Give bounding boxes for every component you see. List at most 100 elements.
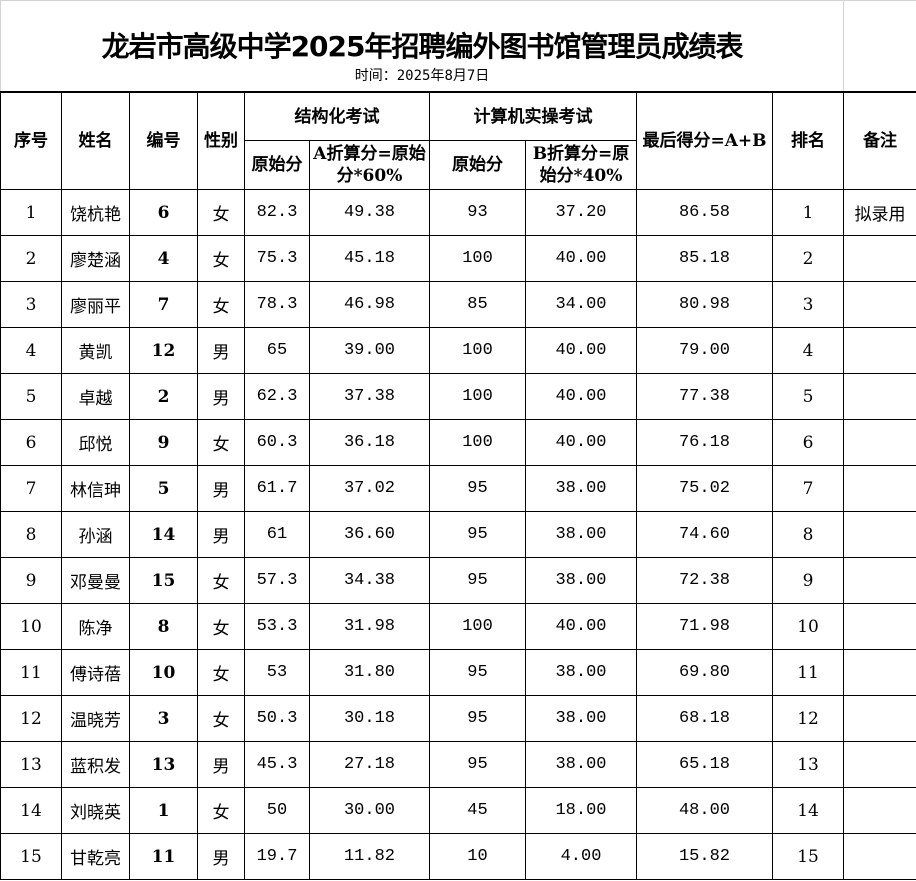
cell-final[interactable]: 71.98 bbox=[636, 603, 773, 650]
cell-gender[interactable]: 女 bbox=[197, 787, 245, 834]
cell-conv-b[interactable]: 38.00 bbox=[525, 465, 637, 512]
cell-conv-a[interactable]: 31.98 bbox=[309, 603, 430, 650]
cell-gender[interactable]: 男 bbox=[197, 741, 245, 788]
cell-rank[interactable]: 12 bbox=[771, 695, 845, 742]
cell-conv-a[interactable]: 45.18 bbox=[309, 235, 430, 282]
cell-id[interactable]: 1 bbox=[129, 787, 198, 834]
cell-conv-a[interactable]: 36.18 bbox=[309, 419, 430, 466]
cell-raw-a[interactable]: 53.3 bbox=[244, 603, 310, 650]
cell-final[interactable]: 15.82 bbox=[636, 833, 773, 880]
header-raw-b[interactable]: 原始分 bbox=[429, 140, 526, 190]
cell-conv-b[interactable]: 40.00 bbox=[525, 373, 637, 420]
cell-raw-a[interactable]: 19.7 bbox=[244, 833, 310, 880]
header-structured[interactable]: 结构化考试 bbox=[244, 91, 430, 141]
cell-final[interactable]: 48.00 bbox=[636, 787, 773, 834]
header-final[interactable]: 最后得分=A+B bbox=[636, 91, 773, 190]
cell-raw-b[interactable]: 85 bbox=[429, 281, 526, 328]
cell-gender[interactable]: 男 bbox=[197, 465, 245, 512]
cell-id[interactable]: 12 bbox=[129, 327, 198, 374]
cell-raw-a[interactable]: 53 bbox=[244, 649, 310, 696]
header-computer[interactable]: 计算机实操考试 bbox=[429, 91, 637, 141]
cell-gender[interactable]: 女 bbox=[197, 557, 245, 604]
cell-id[interactable]: 6 bbox=[129, 189, 198, 236]
cell-conv-a[interactable]: 49.38 bbox=[309, 189, 430, 236]
cell-conv-b[interactable]: 40.00 bbox=[525, 235, 637, 282]
cell-raw-b[interactable]: 100 bbox=[429, 327, 526, 374]
cell-raw-a[interactable]: 45.3 bbox=[244, 741, 310, 788]
cell-raw-b[interactable]: 10 bbox=[429, 833, 526, 880]
cell-seq[interactable]: 11 bbox=[0, 649, 62, 696]
cell-gender[interactable]: 女 bbox=[197, 281, 245, 328]
cell-note[interactable] bbox=[843, 695, 916, 742]
cell-final[interactable]: 85.18 bbox=[636, 235, 773, 282]
cell-note[interactable] bbox=[843, 511, 916, 558]
cell-seq[interactable]: 9 bbox=[0, 557, 62, 604]
cell-gender[interactable]: 女 bbox=[197, 603, 245, 650]
cell-rank[interactable]: 8 bbox=[771, 511, 845, 558]
cell-name[interactable]: 蓝积发 bbox=[61, 741, 130, 788]
cell-rank[interactable]: 14 bbox=[771, 787, 845, 834]
header-id[interactable]: 编号 bbox=[129, 91, 198, 190]
cell-name[interactable]: 黄凯 bbox=[61, 327, 130, 374]
cell-conv-a[interactable]: 30.18 bbox=[309, 695, 430, 742]
cell-final[interactable]: 65.18 bbox=[636, 741, 773, 788]
cell-name[interactable]: 邓曼曼 bbox=[61, 557, 130, 604]
cell-rank[interactable]: 4 bbox=[771, 327, 845, 374]
cell-raw-a[interactable]: 61.7 bbox=[244, 465, 310, 512]
cell-raw-a[interactable]: 62.3 bbox=[244, 373, 310, 420]
cell-id[interactable]: 10 bbox=[129, 649, 198, 696]
cell-final[interactable]: 72.38 bbox=[636, 557, 773, 604]
cell-raw-b[interactable]: 100 bbox=[429, 235, 526, 282]
cell-name[interactable]: 傅诗蓓 bbox=[61, 649, 130, 696]
cell-seq[interactable]: 8 bbox=[0, 511, 62, 558]
empty-cell[interactable] bbox=[843, 0, 916, 93]
header-conv-b[interactable]: B折算分=原始分*40% bbox=[525, 140, 637, 190]
cell-gender[interactable]: 男 bbox=[197, 373, 245, 420]
cell-final[interactable]: 77.38 bbox=[636, 373, 773, 420]
cell-raw-b[interactable]: 93 bbox=[429, 189, 526, 236]
cell-conv-b[interactable]: 37.20 bbox=[525, 189, 637, 236]
cell-conv-a[interactable]: 34.38 bbox=[309, 557, 430, 604]
cell-conv-a[interactable]: 30.00 bbox=[309, 787, 430, 834]
cell-raw-a[interactable]: 57.3 bbox=[244, 557, 310, 604]
cell-name[interactable]: 卓越 bbox=[61, 373, 130, 420]
cell-raw-b[interactable]: 100 bbox=[429, 373, 526, 420]
cell-raw-a[interactable]: 75.3 bbox=[244, 235, 310, 282]
cell-raw-b[interactable]: 95 bbox=[429, 557, 526, 604]
cell-raw-b[interactable]: 100 bbox=[429, 419, 526, 466]
cell-conv-a[interactable]: 46.98 bbox=[309, 281, 430, 328]
cell-rank[interactable]: 3 bbox=[771, 281, 845, 328]
cell-conv-b[interactable]: 38.00 bbox=[525, 511, 637, 558]
cell-raw-a[interactable]: 61 bbox=[244, 511, 310, 558]
cell-rank[interactable]: 9 bbox=[771, 557, 845, 604]
cell-name[interactable]: 廖楚涵 bbox=[61, 235, 130, 282]
cell-note[interactable] bbox=[843, 787, 916, 834]
cell-id[interactable]: 15 bbox=[129, 557, 198, 604]
cell-id[interactable]: 9 bbox=[129, 419, 198, 466]
cell-raw-a[interactable]: 82.3 bbox=[244, 189, 310, 236]
cell-seq[interactable]: 14 bbox=[0, 787, 62, 834]
title-cell[interactable]: 龙岩市高级中学2025年招聘编外图书馆管理员成绩表 时间：2025年8月7日 bbox=[0, 0, 845, 93]
cell-final[interactable]: 76.18 bbox=[636, 419, 773, 466]
header-raw-a[interactable]: 原始分 bbox=[244, 140, 310, 190]
cell-id[interactable]: 8 bbox=[129, 603, 198, 650]
header-gender[interactable]: 性别 bbox=[197, 91, 245, 190]
cell-seq[interactable]: 15 bbox=[0, 833, 62, 880]
cell-seq[interactable]: 2 bbox=[0, 235, 62, 282]
cell-final[interactable]: 74.60 bbox=[636, 511, 773, 558]
cell-note[interactable] bbox=[843, 833, 916, 880]
cell-final[interactable]: 68.18 bbox=[636, 695, 773, 742]
cell-note[interactable] bbox=[843, 419, 916, 466]
cell-name[interactable]: 刘晓英 bbox=[61, 787, 130, 834]
cell-conv-a[interactable]: 27.18 bbox=[309, 741, 430, 788]
cell-gender[interactable]: 女 bbox=[197, 189, 245, 236]
cell-name[interactable]: 饶杭艳 bbox=[61, 189, 130, 236]
cell-seq[interactable]: 5 bbox=[0, 373, 62, 420]
cell-raw-a[interactable]: 50 bbox=[244, 787, 310, 834]
cell-conv-b[interactable]: 40.00 bbox=[525, 419, 637, 466]
cell-name[interactable]: 廖丽平 bbox=[61, 281, 130, 328]
cell-rank[interactable]: 10 bbox=[771, 603, 845, 650]
cell-raw-a[interactable]: 65 bbox=[244, 327, 310, 374]
cell-raw-a[interactable]: 50.3 bbox=[244, 695, 310, 742]
cell-id[interactable]: 11 bbox=[129, 833, 198, 880]
